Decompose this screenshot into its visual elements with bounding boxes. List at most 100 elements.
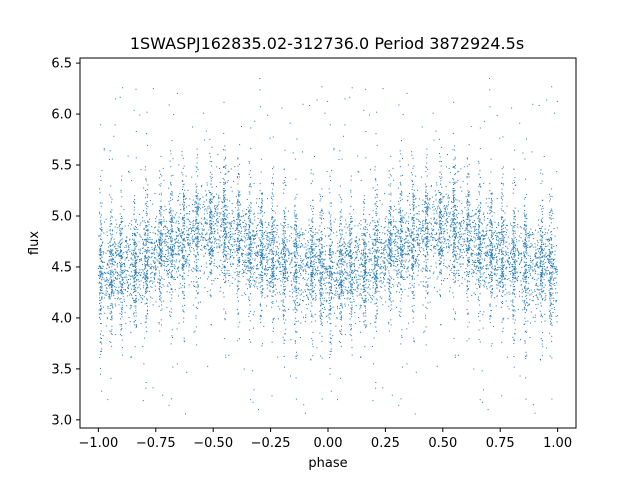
data-point [315, 252, 317, 254]
data-point [177, 196, 179, 198]
data-point [494, 245, 496, 247]
data-point [532, 263, 534, 265]
data-point [212, 225, 214, 226]
data-point [477, 257, 478, 259]
data-point [544, 269, 546, 271]
data-point [206, 184, 208, 186]
data-point [530, 261, 532, 263]
data-point [133, 289, 135, 290]
data-point [153, 252, 155, 254]
data-point [290, 253, 292, 254]
data-point [112, 307, 114, 309]
data-point [471, 264, 473, 265]
data-point [308, 267, 310, 269]
data-point [268, 252, 270, 254]
data-point [373, 296, 375, 298]
data-point [512, 275, 514, 277]
data-point [489, 251, 491, 253]
data-point [324, 283, 326, 284]
data-point [442, 252, 443, 254]
data-point [137, 274, 139, 276]
data-point [195, 245, 197, 247]
data-point [325, 288, 327, 290]
data-point [205, 221, 206, 223]
data-point [105, 252, 107, 254]
data-point [520, 271, 522, 273]
data-point [508, 308, 510, 310]
data-point [254, 258, 256, 260]
data-point [349, 255, 351, 257]
data-point [299, 290, 301, 292]
data-point [218, 201, 220, 203]
data-point [343, 238, 345, 240]
data-point [123, 289, 125, 290]
data-point [165, 266, 167, 267]
data-point [520, 233, 522, 235]
data-point [354, 240, 356, 242]
data-point [495, 262, 497, 263]
data-point [195, 243, 196, 245]
data-point [415, 175, 417, 177]
data-point [142, 248, 144, 249]
data-point [419, 223, 421, 225]
data-point [161, 263, 163, 265]
data-point [393, 221, 395, 223]
data-point [513, 256, 515, 258]
data-point [177, 241, 179, 243]
data-point [472, 221, 474, 223]
data-point [166, 306, 168, 308]
data-point [253, 311, 255, 313]
data-point [182, 266, 184, 268]
data-point [544, 299, 546, 301]
data-point [527, 287, 529, 289]
data-point [118, 226, 120, 228]
data-point [241, 230, 243, 232]
data-point [111, 263, 113, 265]
data-point [140, 222, 142, 224]
data-point [401, 246, 403, 247]
data-point [422, 281, 424, 283]
data-point [492, 257, 494, 259]
data-point [308, 289, 310, 291]
data-point [462, 211, 464, 213]
data-point [100, 254, 101, 256]
data-point [356, 251, 358, 253]
data-point [337, 273, 339, 275]
data-point [515, 268, 517, 270]
data-point [117, 297, 119, 299]
data-point [243, 262, 245, 263]
data-point [262, 256, 264, 258]
data-point [245, 259, 247, 261]
data-point [110, 284, 112, 286]
data-point [420, 247, 422, 249]
data-point [275, 275, 277, 277]
data-point [347, 250, 349, 252]
data-point [343, 246, 345, 248]
data-point [224, 260, 226, 262]
data-point [282, 269, 284, 271]
data-point [480, 243, 482, 245]
data-point [508, 257, 510, 259]
data-point [124, 265, 126, 267]
data-point [357, 285, 359, 287]
data-point [499, 277, 501, 279]
data-point [130, 304, 132, 306]
data-point [498, 232, 500, 233]
data-point [186, 218, 188, 220]
data-point [531, 244, 533, 246]
data-point [554, 254, 556, 256]
data-point [188, 220, 190, 222]
data-point [154, 263, 155, 264]
data-point [221, 267, 223, 269]
data-point [422, 230, 424, 232]
data-point [496, 261, 498, 263]
data-point [107, 307, 109, 309]
data-point [471, 255, 473, 257]
data-point [395, 235, 397, 237]
data-point [383, 281, 384, 283]
data-point [473, 265, 475, 267]
data-point [396, 284, 398, 286]
data-point [502, 227, 504, 229]
data-point [481, 222, 482, 224]
data-point [106, 279, 108, 281]
